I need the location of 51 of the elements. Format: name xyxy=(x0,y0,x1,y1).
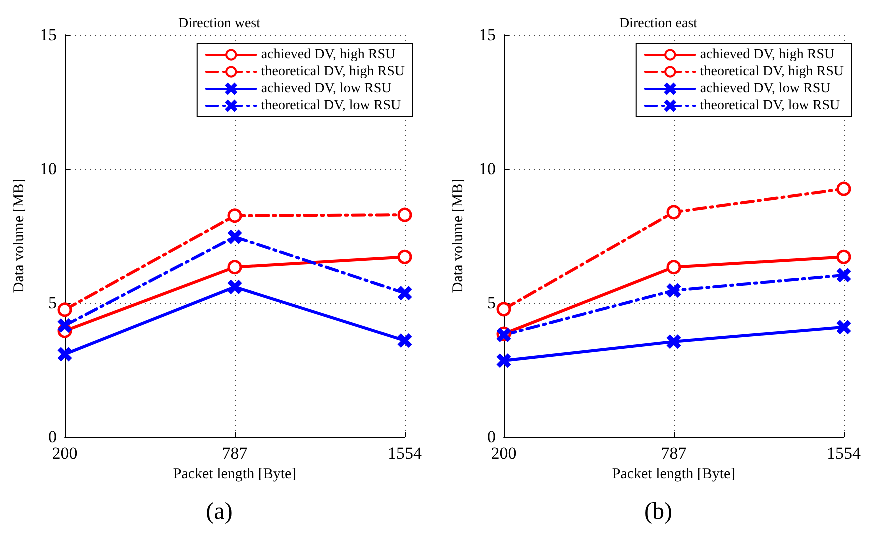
point xyxy=(666,205,681,220)
point xyxy=(398,208,412,222)
x-tick-label: 200 xyxy=(490,444,516,463)
point xyxy=(228,280,242,294)
text: (a) xyxy=(206,499,233,525)
y-tick-label: 10 xyxy=(40,160,57,178)
point xyxy=(666,260,681,275)
point xyxy=(496,302,511,317)
x-axis-title: Packet length [Byte] xyxy=(173,466,297,482)
point xyxy=(496,354,510,368)
point xyxy=(398,334,412,348)
legend-label: achieved DV, low RSU xyxy=(700,82,830,96)
point xyxy=(58,348,72,362)
legend-label: theoretical DV, high RSU xyxy=(261,64,406,80)
legend-label: achieved DV, high RSU xyxy=(700,48,834,62)
point xyxy=(58,302,72,318)
y-axis-title: Data volume [MB] xyxy=(12,178,28,294)
chart-title: Direction west xyxy=(178,16,261,32)
point xyxy=(58,319,72,333)
chart-title: Direction east xyxy=(618,16,698,32)
point xyxy=(836,268,850,282)
point xyxy=(228,208,242,224)
point xyxy=(836,320,850,334)
y-tick-label: 10 xyxy=(478,160,496,178)
legend-label: theoretical DV, high RSU xyxy=(700,64,844,80)
x-tick-label: 1554 xyxy=(826,444,861,463)
point xyxy=(398,250,412,264)
y-tick-label: 5 xyxy=(487,294,496,312)
legend-label: achieved DV, low RSU xyxy=(261,82,392,96)
point xyxy=(398,286,412,300)
y-tick-label: 0 xyxy=(487,428,496,446)
y-tick-label: 15 xyxy=(40,26,57,44)
y-axis-title: Data volume [MB] xyxy=(450,178,466,294)
y-tick-label: 15 xyxy=(478,26,496,44)
x-tick-label: 787 xyxy=(222,444,248,463)
point xyxy=(228,260,242,275)
y-tick-label: 5 xyxy=(48,294,57,312)
x-axis-title: Packet length [Byte] xyxy=(612,466,736,482)
legend-label: achieved DV, high RSU xyxy=(261,48,396,62)
point xyxy=(836,182,851,196)
x-tick-label: 200 xyxy=(52,444,78,463)
legend-label: theoretical DV, low RSU xyxy=(700,98,840,114)
point xyxy=(666,335,680,349)
point xyxy=(836,250,851,264)
point xyxy=(228,230,242,244)
x-tick-label: 1554 xyxy=(388,444,422,463)
point xyxy=(666,284,680,298)
x-tick-label: 787 xyxy=(660,444,687,463)
legend-label: theoretical DV, low RSU xyxy=(261,98,402,114)
y-tick-label: 0 xyxy=(48,428,57,446)
text: (b) xyxy=(644,499,672,525)
